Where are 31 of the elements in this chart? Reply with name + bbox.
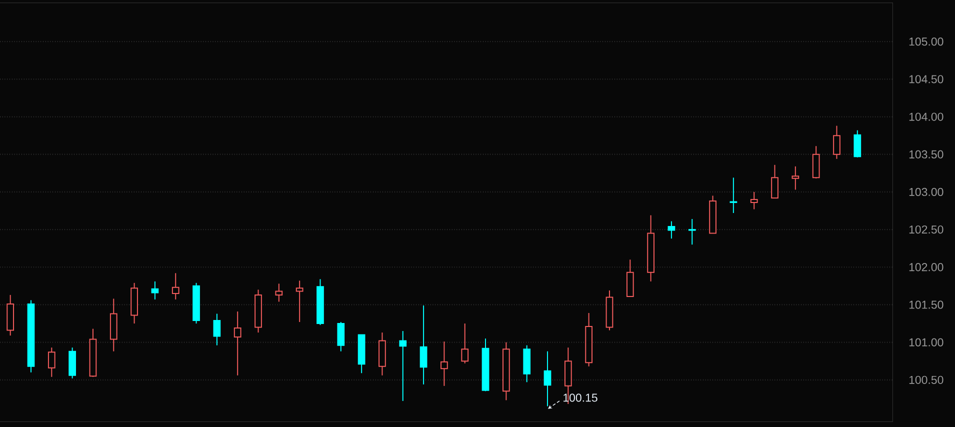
candlestick: [275, 283, 283, 302]
y-tick-label: 100.50: [909, 376, 944, 384]
candlestick: [461, 323, 469, 364]
candlestick: [420, 304, 428, 385]
candlestick: [668, 220, 676, 240]
candlestick: [792, 166, 800, 190]
candlestick: [854, 130, 862, 158]
y-tick-label: 104.50: [909, 75, 944, 84]
candlestick: [399, 330, 407, 402]
candlestick: [688, 218, 696, 246]
y-tick-label: 101.00: [909, 338, 944, 346]
y-tick-label: 102.00: [909, 263, 944, 272]
candlestick: [440, 341, 448, 386]
candlestick: [151, 280, 159, 300]
y-tick-label: 101.50: [909, 300, 944, 309]
candlestick: [812, 146, 820, 179]
candlestick: [172, 272, 180, 300]
candlestick: [234, 310, 242, 376]
y-tick-label: 104.00: [909, 112, 944, 121]
candlestick: [337, 322, 345, 352]
candlestick: [296, 280, 304, 323]
y-tick-label: 105.00: [909, 38, 944, 46]
y-tick-label: 103.50: [909, 150, 944, 158]
candlestick: [730, 177, 738, 214]
candlestick: [213, 313, 221, 346]
candlestick: [833, 125, 840, 160]
candlestick: [771, 164, 778, 198]
y-tick-label: 102.50: [909, 225, 944, 234]
candlestick: [48, 347, 56, 378]
y-tick-label: 103.00: [909, 188, 944, 196]
candlestick: [750, 191, 758, 210]
